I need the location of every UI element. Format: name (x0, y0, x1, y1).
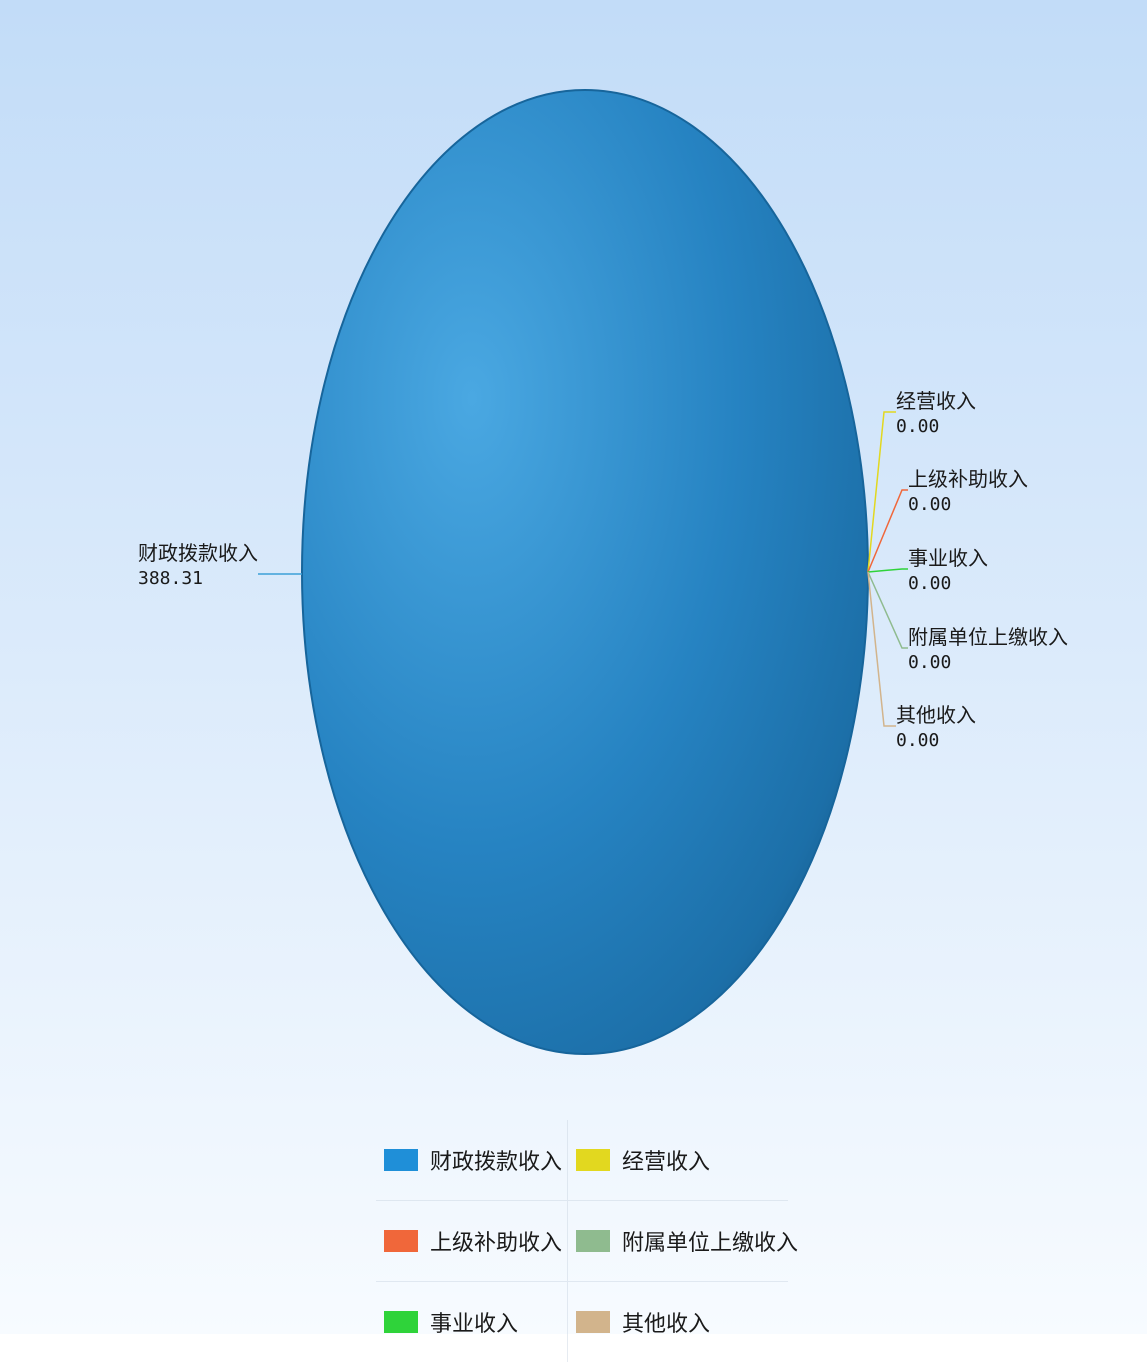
leader-line-affiliated-unit-remittance (867, 571, 908, 649)
legend-label: 财政拨款收入 (430, 1150, 563, 1175)
legend-label: 事业收入 (430, 1312, 519, 1337)
legend-item-superior-subsidy[interactable]: 上级补助收入 (376, 1201, 567, 1281)
pie-slice-fiscal-appropriation[interactable] (301, 89, 869, 1055)
legend-swatch (384, 1311, 418, 1333)
slice-value-affiliated-unit-remittance: 0.00 (908, 652, 951, 673)
pie-chart: 财政拨款收入 388.31 经营收入 0.00 上级补助收入 0.00 事业收入 0.00 附属… (138, 89, 1068, 1055)
slice-label-operating-income: 经营收入 (896, 389, 976, 413)
legend-item-fiscal-appropriation[interactable]: 财政拨款收入 (376, 1120, 567, 1200)
slice-label-fiscal-appropriation: 财政拨款收入 (138, 541, 258, 565)
legend-item-business-income[interactable]: 事业收入 (376, 1282, 567, 1362)
slice-value-other-income: 0.00 (896, 730, 939, 751)
chart-legend: 财政拨款收入 经营收入 上级补助收入 附属单位上缴收入 事业收入 (376, 1120, 798, 1362)
legend-row: 事业收入 其他收入 (376, 1282, 788, 1362)
legend-label: 附属单位上缴收入 (622, 1231, 799, 1256)
slice-label-business-income: 事业收入 (908, 546, 988, 570)
leader-line-business-income (867, 568, 908, 573)
legend-item-affiliated-unit-remittance[interactable]: 附属单位上缴收入 (567, 1201, 798, 1281)
slice-value-business-income: 0.00 (908, 573, 951, 594)
slice-value-superior-subsidy: 0.00 (908, 494, 951, 515)
legend-swatch (576, 1311, 610, 1333)
slice-value-operating-income: 0.00 (896, 416, 939, 437)
leader-line-other-income (867, 571, 896, 727)
leader-line-superior-subsidy (867, 489, 908, 573)
legend-label: 其他收入 (622, 1312, 711, 1337)
legend-row: 上级补助收入 附属单位上缴收入 (376, 1201, 798, 1282)
slice-label-other-income: 其他收入 (896, 703, 976, 727)
legend-swatch (576, 1230, 610, 1252)
legend-label: 上级补助收入 (430, 1231, 563, 1256)
slice-label-affiliated-unit-remittance: 附属单位上缴收入 (908, 625, 1068, 649)
slice-value-fiscal-appropriation: 388.31 (138, 568, 203, 589)
legend-row: 财政拨款收入 经营收入 (376, 1120, 788, 1201)
leader-line-operating-income (867, 411, 896, 573)
legend-item-other-income[interactable]: 其他收入 (567, 1282, 788, 1362)
legend-item-operating-income[interactable]: 经营收入 (567, 1120, 788, 1200)
legend-swatch (384, 1149, 418, 1171)
legend-swatch (576, 1149, 610, 1171)
slice-label-superior-subsidy: 上级补助收入 (908, 467, 1028, 491)
legend-swatch (384, 1230, 418, 1252)
legend-label: 经营收入 (622, 1150, 711, 1175)
